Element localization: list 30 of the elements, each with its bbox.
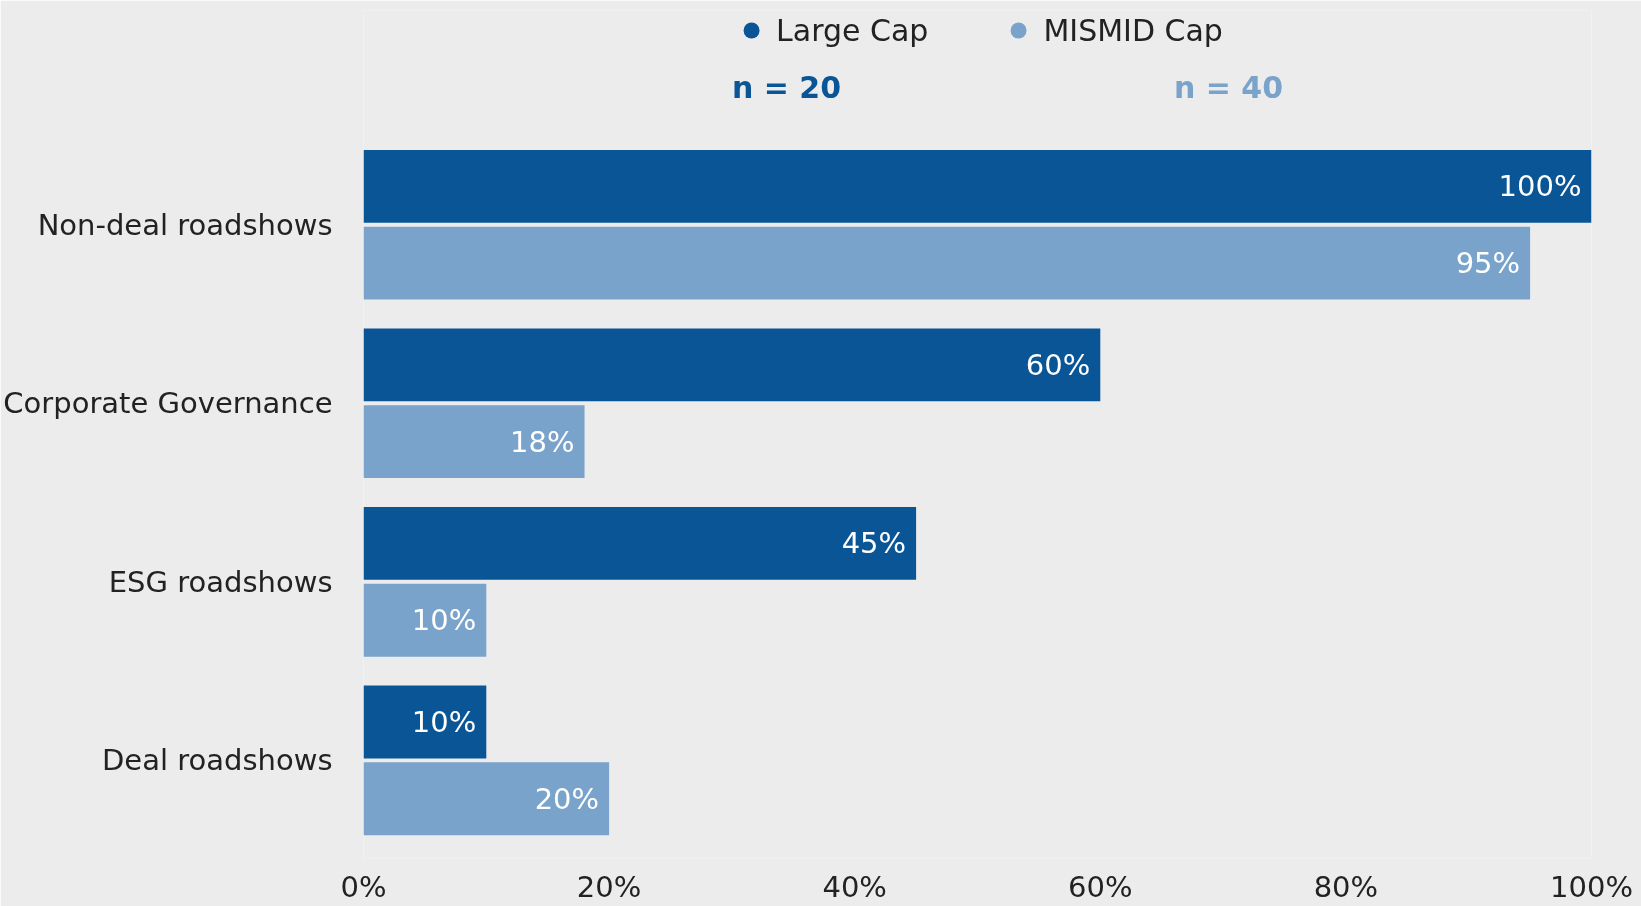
bar	[363, 226, 1531, 300]
bar	[363, 583, 487, 657]
data-label: 10%	[411, 603, 477, 638]
data-label: 18%	[510, 424, 575, 459]
data-label: 20%	[534, 781, 600, 816]
x-tick-label: 0%	[340, 869, 387, 904]
legend-label: Large Cap	[776, 12, 929, 48]
annotation: n = 40	[1173, 69, 1284, 105]
bar	[363, 762, 610, 836]
bar	[363, 506, 917, 580]
data-label: 100%	[1498, 169, 1582, 204]
bar	[363, 405, 585, 479]
y-tick-label: Corporate Governance	[3, 386, 333, 421]
data-label: 60%	[1025, 347, 1091, 382]
x-tick-label: 100%	[1550, 869, 1633, 904]
annotation: n = 20	[731, 69, 842, 105]
data-label: 10%	[411, 704, 477, 739]
x-tick-label: 80%	[1313, 869, 1379, 904]
x-tick-label: 20%	[576, 869, 642, 904]
x-tick-label: 40%	[822, 869, 887, 904]
legend-label: MISMID Cap	[1043, 12, 1223, 48]
bar	[363, 328, 1101, 402]
y-tick-label: ESG roadshows	[108, 564, 333, 599]
y-tick-label: Non-deal roadshows	[37, 207, 333, 242]
y-tick-label: Deal roadshows	[102, 743, 333, 778]
bar	[363, 685, 487, 759]
data-label: 45%	[841, 526, 907, 561]
bar	[363, 149, 1592, 223]
data-label: 95%	[1455, 246, 1521, 281]
x-tick-label: 60%	[1068, 869, 1133, 904]
